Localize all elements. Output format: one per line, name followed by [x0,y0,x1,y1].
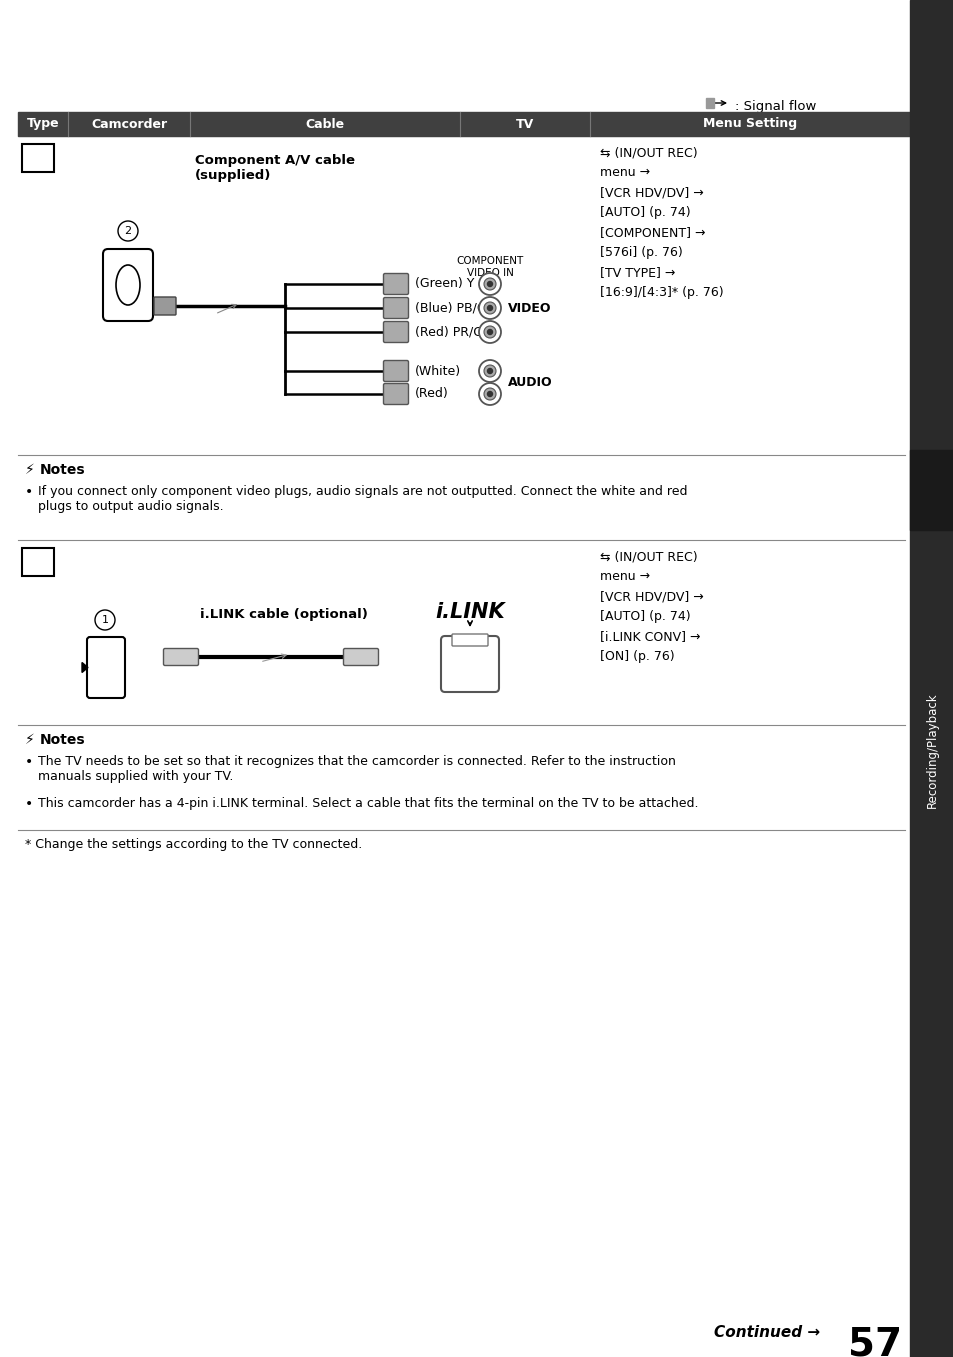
Text: Recording/Playback: Recording/Playback [924,692,938,807]
Text: (Green) Y: (Green) Y [415,277,474,290]
Text: ⚡: ⚡ [25,463,34,478]
FancyBboxPatch shape [87,636,125,697]
Circle shape [118,221,138,242]
Polygon shape [82,662,88,673]
FancyBboxPatch shape [383,274,408,294]
Text: (Blue) PB/CB: (Blue) PB/CB [415,301,494,315]
Circle shape [483,303,496,313]
FancyBboxPatch shape [383,297,408,319]
Text: menu →: menu → [599,166,649,179]
Text: ⚡: ⚡ [25,733,34,746]
Text: [COMPONENT] →: [COMPONENT] → [599,227,705,239]
Ellipse shape [116,265,140,305]
Circle shape [487,281,492,286]
Text: [16:9]/[4:3]* (p. 76): [16:9]/[4:3]* (p. 76) [599,286,723,299]
Bar [909,0,953,1357]
Text: (Red): (Red) [415,388,448,400]
Circle shape [478,383,500,404]
Text: [VCR HDV/DV] →: [VCR HDV/DV] → [599,590,703,603]
Circle shape [483,326,496,338]
Text: D: D [27,145,50,172]
Text: Notes: Notes [40,733,86,746]
Text: TV: TV [516,118,534,130]
Text: Continued →: Continued → [713,1324,820,1339]
FancyBboxPatch shape [440,636,498,692]
Text: [TV TYPE] →: [TV TYPE] → [599,266,675,280]
Text: [ON] (p. 76): [ON] (p. 76) [599,650,674,664]
Text: menu →: menu → [599,570,649,584]
Text: •: • [25,797,33,811]
FancyBboxPatch shape [383,361,408,381]
Text: VIDEO: VIDEO [507,301,551,315]
Text: Type: Type [27,118,59,130]
Text: [576i] (p. 76): [576i] (p. 76) [599,246,682,259]
Text: [AUTO] (p. 74): [AUTO] (p. 74) [599,206,690,218]
Bar [909,451,953,531]
Circle shape [483,388,496,400]
Circle shape [483,365,496,377]
FancyBboxPatch shape [383,384,408,404]
Text: [VCR HDV/DV] →: [VCR HDV/DV] → [599,186,703,199]
Text: 1: 1 [101,615,109,626]
Circle shape [478,360,500,383]
FancyBboxPatch shape [343,649,378,665]
Circle shape [478,322,500,343]
Text: : Signal flow: : Signal flow [734,100,816,113]
Text: •: • [25,754,33,769]
Text: 57: 57 [847,1324,902,1357]
Text: 2: 2 [124,227,132,236]
Bar [22,144,54,172]
Circle shape [95,611,115,630]
Text: Cable: Cable [305,118,344,130]
Text: If you connect only component video plugs, audio signals are not outputted. Conn: If you connect only component video plug… [38,484,687,513]
Circle shape [487,330,492,334]
Text: E: E [29,550,48,577]
Text: ⇆ (IN/OUT REC): ⇆ (IN/OUT REC) [599,147,697,159]
Circle shape [483,278,496,290]
FancyBboxPatch shape [153,297,175,315]
Text: ⇆ (IN/OUT REC): ⇆ (IN/OUT REC) [599,550,697,563]
Text: Component A/V cable
(supplied): Component A/V cable (supplied) [194,153,355,182]
Circle shape [478,273,500,294]
Text: (Red) PR/CR: (Red) PR/CR [415,326,490,338]
Text: [AUTO] (p. 74): [AUTO] (p. 74) [599,611,690,623]
FancyBboxPatch shape [103,248,152,322]
Text: i.LINK cable (optional): i.LINK cable (optional) [200,608,368,622]
Text: * Change the settings according to the TV connected.: * Change the settings according to the T… [25,839,362,851]
Text: •: • [25,484,33,499]
FancyBboxPatch shape [163,649,198,665]
Text: i.LINK: i.LINK [435,603,504,622]
Text: (White): (White) [415,365,460,377]
FancyBboxPatch shape [383,322,408,342]
Circle shape [487,369,492,373]
FancyBboxPatch shape [452,634,488,646]
Circle shape [487,392,492,396]
Text: AUDIO: AUDIO [507,376,552,388]
Text: The TV needs to be set so that it recognizes that the camcorder is connected. Re: The TV needs to be set so that it recogn… [38,754,675,783]
Text: Camcorder: Camcorder [91,118,167,130]
Text: Menu Setting: Menu Setting [702,118,796,130]
Text: Notes: Notes [40,463,86,478]
Bar [22,548,54,575]
Text: [i.LINK CONV] →: [i.LINK CONV] → [599,630,700,643]
Text: COMPONENT
VIDEO IN: COMPONENT VIDEO IN [456,256,523,278]
Bar [18,113,909,136]
Circle shape [478,297,500,319]
Text: This camcorder has a 4-pin i.LINK terminal. Select a cable that fits the termina: This camcorder has a 4-pin i.LINK termin… [38,797,698,810]
Circle shape [487,305,492,311]
Bar [705,98,713,109]
